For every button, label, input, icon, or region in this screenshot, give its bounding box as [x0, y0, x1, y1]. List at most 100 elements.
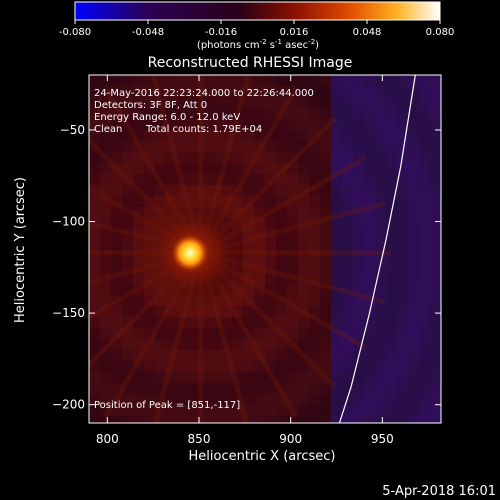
heatmap-pixel [166, 108, 177, 119]
heatmap-pixel [177, 97, 188, 108]
heatmap-pixel [430, 119, 441, 130]
heatmap-pixel [287, 163, 298, 174]
heatmap-pixel [122, 350, 133, 361]
heatmap-pixel [155, 152, 166, 163]
heatmap-pixel [309, 306, 320, 317]
heatmap-pixel [122, 339, 133, 350]
heatmap-pixel [342, 339, 353, 350]
heatmap-pixel [265, 284, 276, 295]
heatmap-pixel [309, 350, 320, 361]
heatmap-pixel [100, 240, 111, 251]
heatmap-pixel [265, 141, 276, 152]
heatmap-pixel [111, 317, 122, 328]
heatmap-pixel [232, 86, 243, 97]
heatmap-pixel [364, 196, 375, 207]
heatmap-pixel [298, 141, 309, 152]
heatmap-pixel [397, 317, 408, 328]
heatmap-pixel [342, 86, 353, 97]
heatmap-pixel [408, 262, 419, 273]
heatmap-pixel [265, 416, 276, 423]
heatmap-pixel [166, 361, 177, 372]
heatmap-pixel [122, 394, 133, 405]
heatmap-pixel [100, 108, 111, 119]
heatmap-pixel [133, 416, 144, 423]
heatmap-pixel [353, 317, 364, 328]
heatmap-pixel [100, 229, 111, 240]
annotation-time: 24-May-2016 22:23:24.000 to 22:26:44.000 [94, 88, 314, 99]
heatmap-pixel [188, 361, 199, 372]
heatmap-pixel [353, 152, 364, 163]
heatmap-pixel [276, 119, 287, 130]
heatmap-pixel [232, 306, 243, 317]
heatmap-pixel [144, 405, 155, 416]
heatmap-pixel [342, 163, 353, 174]
heatmap-pixel [276, 339, 287, 350]
heatmap-pixel [430, 141, 441, 152]
heatmap-pixel [210, 306, 221, 317]
heatmap-pixel [265, 207, 276, 218]
heatmap-pixel [331, 405, 342, 416]
heatmap-pixel [265, 75, 276, 86]
heatmap-pixel [155, 75, 166, 86]
heatmap-pixel [155, 317, 166, 328]
heatmap-pixel [386, 405, 397, 416]
heatmap-pixel [111, 218, 122, 229]
heatmap-pixel [386, 339, 397, 350]
heatmap-pixel [144, 295, 155, 306]
heatmap-pixel [276, 86, 287, 97]
heatmap-pixel [210, 185, 221, 196]
heatmap-pixel [122, 306, 133, 317]
heatmap-pixel [309, 383, 320, 394]
heatmap-pixel [331, 196, 342, 207]
heatmap-pixel [287, 295, 298, 306]
heatmap-pixel [100, 262, 111, 273]
heatmap-pixel [265, 130, 276, 141]
heatmap-pixel [111, 108, 122, 119]
heatmap-pixel [188, 185, 199, 196]
heatmap-pixel [122, 141, 133, 152]
heatmap-pixel [408, 405, 419, 416]
heatmap-pixel [331, 75, 342, 86]
heatmap-pixel [133, 174, 144, 185]
heatmap-pixel [166, 130, 177, 141]
heatmap-pixel [166, 328, 177, 339]
annotation-energy: Energy Range: 6.0 - 12.0 keV [94, 112, 240, 123]
heatmap-pixel [276, 295, 287, 306]
heatmap-pixel [430, 405, 441, 416]
heatmap-pixel [287, 394, 298, 405]
heatmap-pixel [320, 108, 331, 119]
heatmap-pixel [210, 405, 221, 416]
heatmap-pixel [331, 251, 342, 262]
heatmap-pixel [89, 405, 100, 416]
y-axis-ticks: −50 −100 −150 −200 [52, 123, 441, 412]
heatmap-pixel [386, 350, 397, 361]
heatmap-pixel [155, 383, 166, 394]
heatmap-pixel [133, 284, 144, 295]
heatmap-pixel [353, 229, 364, 240]
heatmap-pixel [397, 284, 408, 295]
heatmap-pixel [320, 328, 331, 339]
heatmap-pixel [188, 141, 199, 152]
heatmap-pixel [320, 262, 331, 273]
heatmap-pixel [210, 350, 221, 361]
heatmap-pixel [232, 152, 243, 163]
heatmap-pixel [364, 361, 375, 372]
heatmap-pixel [375, 163, 386, 174]
heatmap-pixel [386, 416, 397, 423]
heatmap-pixel [419, 207, 430, 218]
heatmap-pixel [122, 196, 133, 207]
heatmap-pixel [320, 97, 331, 108]
heatmap-pixel [254, 152, 265, 163]
heatmap-pixel [265, 251, 276, 262]
heatmap-pixel [232, 141, 243, 152]
heatmap-pixel [133, 207, 144, 218]
heatmap-pixel [89, 86, 100, 97]
heatmap-pixel [210, 372, 221, 383]
heatmap-pixel [430, 306, 441, 317]
heatmap-pixel [133, 196, 144, 207]
heatmap-pixel [111, 119, 122, 130]
heatmap-pixel [89, 108, 100, 119]
heatmap-pixel [144, 196, 155, 207]
heatmap-pixel [210, 328, 221, 339]
heatmap-pixel [166, 317, 177, 328]
